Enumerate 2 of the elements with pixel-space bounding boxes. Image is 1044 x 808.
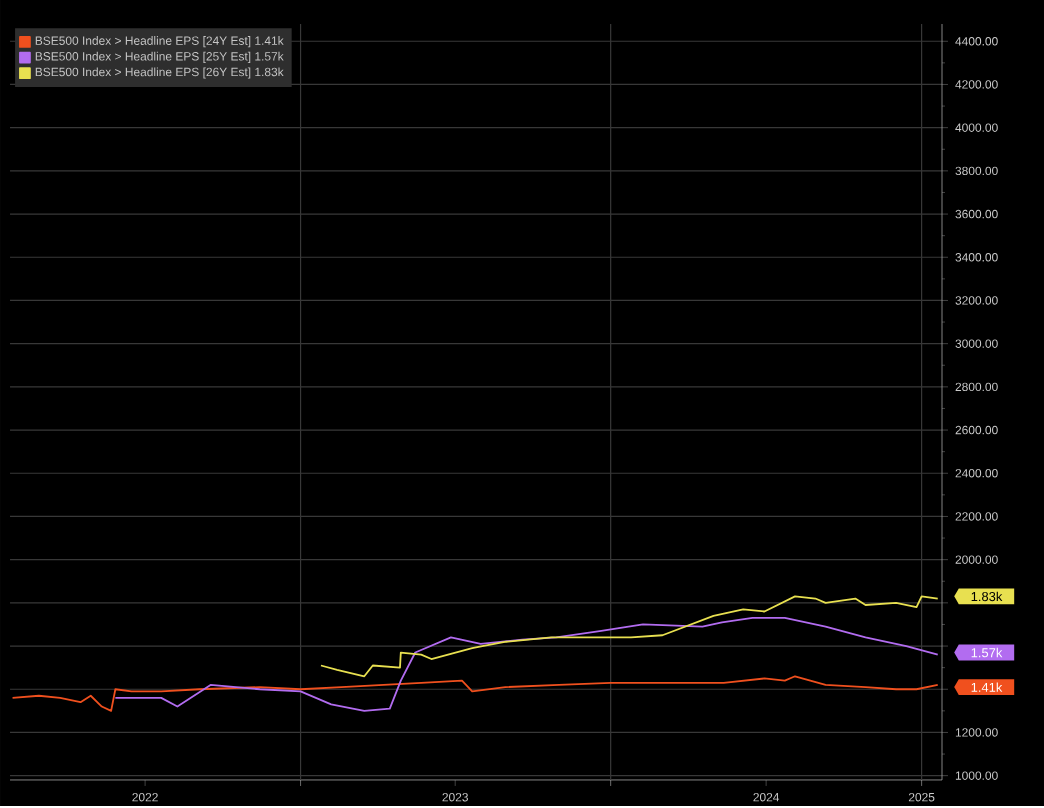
line-series	[11, 675, 939, 712]
line-series	[114, 617, 939, 712]
